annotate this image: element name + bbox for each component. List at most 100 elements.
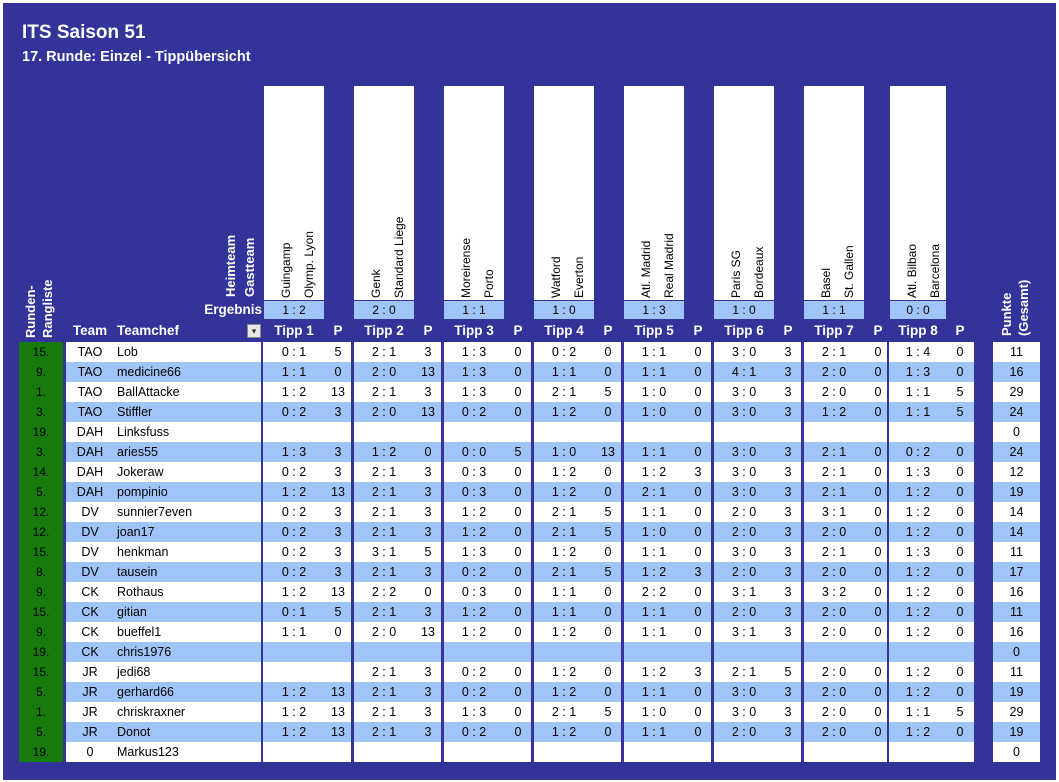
tipp-cell: 1 : 2: [624, 662, 684, 682]
teamchef-cell: medicine66: [114, 362, 264, 382]
rank-cell: 15.: [19, 602, 63, 622]
tipp-cell: [444, 422, 504, 442]
points-cell: 13: [594, 442, 622, 462]
tipp-cell: 3 : 0: [714, 702, 774, 722]
rank-cell: 3.: [19, 442, 63, 462]
points-cell: 0: [504, 682, 532, 702]
team-cell: CK: [66, 622, 114, 642]
rank-cell: 8.: [19, 562, 63, 582]
tipp-cell: 1 : 1: [890, 402, 946, 422]
total-points-cell: 11: [993, 542, 1040, 562]
points-cell: 0: [684, 342, 712, 362]
tipp-cell: 2 : 1: [354, 482, 414, 502]
points-cell: [594, 422, 622, 442]
game-header-column: [444, 86, 504, 300]
points-cell: 13: [324, 702, 352, 722]
tipp-column-header: Tipp 6: [724, 323, 764, 338]
tipp-cell: 2 : 1: [534, 522, 594, 542]
points-cell: 13: [414, 622, 442, 642]
rank-cell: 15.: [19, 542, 63, 562]
points-cell: 13: [324, 682, 352, 702]
tipp-cell: [890, 422, 946, 442]
tipp-cell: 2 : 0: [804, 562, 864, 582]
points-cell: 0: [684, 382, 712, 402]
points-cell: [946, 742, 974, 762]
points-cell: 3: [414, 682, 442, 702]
away-team-label: Everton: [572, 256, 586, 298]
teamchef-cell: Lob: [114, 342, 264, 362]
points-cell: 0: [504, 662, 532, 682]
column-separator: [801, 342, 803, 762]
points-cell: 0: [864, 382, 892, 402]
tipp-cell: 3 : 0: [714, 482, 774, 502]
column-separator: [887, 342, 889, 762]
total-points-cell: 19: [993, 682, 1040, 702]
tipp-cell: 1 : 1: [890, 382, 946, 402]
away-team-label: Real Madrid: [662, 233, 676, 298]
points-cell: 3: [324, 402, 352, 422]
rank-cell: 15.: [19, 342, 63, 362]
teamchef-cell: bueffel1: [114, 622, 264, 642]
tipp-cell: [354, 742, 414, 762]
tipp-cell: 2 : 0: [804, 362, 864, 382]
away-team-label: Porto: [482, 269, 496, 298]
tipp-cell: 1 : 2: [890, 502, 946, 522]
tipp-column-header: Tipp 3: [454, 323, 494, 338]
total-points-cell: 11: [993, 662, 1040, 682]
team-cell: TAO: [66, 382, 114, 402]
points-cell: 0: [946, 622, 974, 642]
points-cell: 3: [774, 682, 802, 702]
tipp-cell: 1 : 3: [444, 362, 504, 382]
tipp-cell: 2 : 2: [624, 582, 684, 602]
team-cell: DV: [66, 502, 114, 522]
tipp-cell: [714, 742, 774, 762]
tipp-cell: 0 : 3: [444, 582, 504, 602]
points-cell: 0: [594, 622, 622, 642]
tipp-cell: 3 : 1: [714, 582, 774, 602]
away-team-label: St. Gallen: [842, 245, 856, 298]
points-column-header: P: [333, 323, 343, 338]
tipp-cell: 1 : 2: [890, 522, 946, 542]
tipp-cell: 3 : 0: [714, 442, 774, 462]
points-cell: 3: [414, 602, 442, 622]
tipp-cell: 1 : 2: [444, 602, 504, 622]
tipp-cell: 2 : 0: [714, 502, 774, 522]
points-cell: 0: [946, 482, 974, 502]
points-cell: 3: [414, 342, 442, 362]
points-cell: 0: [946, 362, 974, 382]
tipp-column-header: Tipp 7: [814, 323, 854, 338]
tipp-cell: 1 : 2: [890, 682, 946, 702]
points-cell: [324, 742, 352, 762]
tipp-cell: 0 : 2: [264, 522, 324, 542]
filter-dropdown-icon[interactable]: ▾: [247, 324, 261, 338]
tipp-cell: 0 : 3: [444, 482, 504, 502]
points-cell: [504, 742, 532, 762]
points-cell: 3: [414, 722, 442, 742]
points-cell: 3: [414, 482, 442, 502]
points-cell: 3: [774, 362, 802, 382]
tipp-cell: [624, 742, 684, 762]
points-cell: 5: [324, 602, 352, 622]
heimteam-label: Heimteam: [223, 234, 238, 297]
points-cell: 0: [414, 582, 442, 602]
points-cell: 5: [946, 382, 974, 402]
tipp-cell: [264, 642, 324, 662]
tipp-cell: 1 : 2: [890, 722, 946, 742]
points-cell: 3: [774, 382, 802, 402]
points-cell: [324, 662, 352, 682]
points-cell: 0: [864, 482, 892, 502]
tipp-cell: 3 : 0: [714, 682, 774, 702]
teamchef-cell: Linksfuss: [114, 422, 264, 442]
points-cell: 0: [504, 482, 532, 502]
points-cell: 5: [946, 402, 974, 422]
tipp-cell: 0 : 2: [264, 562, 324, 582]
points-cell: 3: [774, 702, 802, 722]
tipp-cell: 1 : 3: [890, 362, 946, 382]
teamchef-column-header: Teamchef: [117, 323, 180, 338]
points-cell: 0: [504, 382, 532, 402]
tipp-cell: [714, 642, 774, 662]
tipp-cell: 1 : 0: [624, 382, 684, 402]
points-cell: 0: [946, 522, 974, 542]
teamchef-cell: chris1976: [114, 642, 264, 662]
tipp-cell: 2 : 1: [354, 522, 414, 542]
